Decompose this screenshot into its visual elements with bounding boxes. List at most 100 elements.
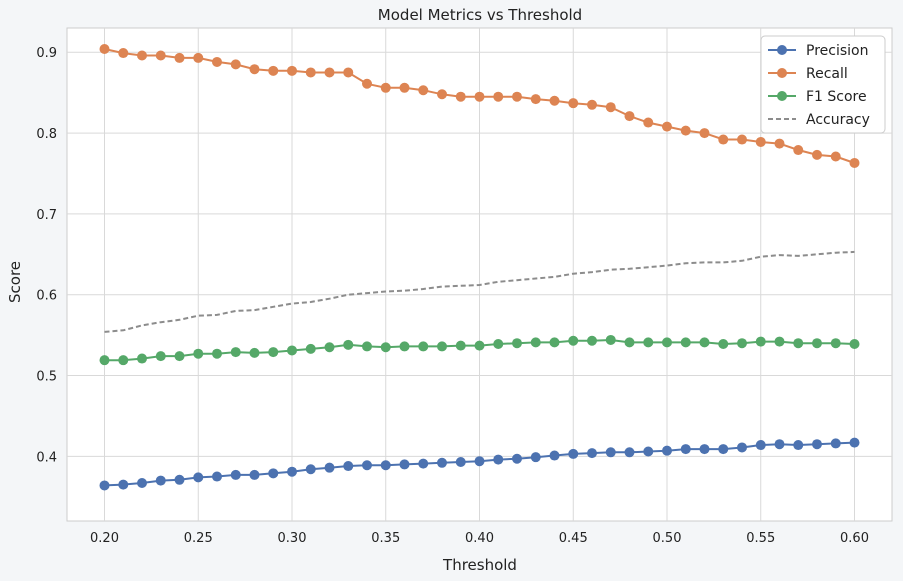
data-point-recall [849,157,860,168]
series-line-accuracy [104,250,855,333]
data-point-precision [268,468,279,479]
data-point-precision [605,447,616,458]
data-point-f1-score [174,351,185,362]
x-axis-label: Threshold [442,556,517,574]
data-point-precision [662,445,672,456]
data-point-f1-score [530,337,541,348]
data-point-precision [812,439,822,450]
data-point-precision [343,461,354,472]
data-point-recall [568,98,579,109]
data-point-recall [549,95,560,106]
data-point-f1-score [137,353,147,364]
y-axis-label: Score [6,261,24,303]
data-point-recall [455,91,466,102]
data-point-f1-score [624,337,635,348]
data-point-recall [99,44,110,55]
x-tick-label: 0.20 [90,531,119,546]
x-tick-label: 0.35 [371,531,400,546]
data-point-f1-score [737,338,747,349]
y-tick-label: 0.6 [36,289,57,304]
data-point-f1-score [268,347,279,358]
data-point-recall [755,136,766,147]
data-point-f1-score [755,336,766,347]
legend-label-precision: Precision [806,43,868,59]
data-point-precision [380,460,391,471]
data-point-f1-score [549,337,560,348]
data-point-precision [230,469,241,480]
series-precision [99,437,860,491]
data-point-f1-score [605,334,616,345]
data-point-precision [549,450,560,461]
data-point-precision [680,444,691,455]
data-point-f1-score [587,335,597,346]
data-point-f1-score [699,337,710,348]
data-point-recall [362,78,372,89]
data-point-recall [512,91,522,102]
data-point-recall [137,50,147,61]
data-point-recall [249,64,260,75]
data-point-recall [155,50,166,61]
data-point-precision [699,444,710,455]
data-point-f1-score [849,339,860,350]
data-point-recall [305,67,316,78]
data-point-recall [287,65,297,76]
data-point-recall [193,52,204,63]
data-point-f1-score [718,339,729,350]
y-tick-label: 0.7 [36,208,57,223]
data-point-precision [793,440,804,451]
data-point-precision [512,453,522,464]
data-point-precision [737,442,747,453]
data-point-precision [474,456,485,467]
data-point-precision [287,466,297,477]
data-point-f1-score [99,355,110,366]
data-point-precision [624,447,635,458]
data-point-f1-score [437,341,447,352]
data-point-f1-score [812,338,822,349]
data-point-f1-score [455,340,466,351]
series-accuracy [104,250,855,333]
data-point-precision [155,475,166,486]
data-point-f1-score [212,348,222,359]
data-point-precision [849,437,860,448]
data-point-f1-score [493,339,504,350]
y-tick-label: 0.9 [36,46,57,61]
data-point-recall [343,67,354,78]
data-point-recall [662,121,672,132]
data-point-f1-score [305,343,316,354]
data-point-precision [437,457,447,468]
data-point-f1-score [418,341,429,352]
data-point-recall [174,52,185,63]
series-layer [99,44,860,491]
data-point-f1-score [774,336,785,347]
data-point-f1-score [643,337,654,348]
data-point-f1-score [474,340,485,351]
data-point-f1-score [362,341,372,352]
data-point-precision [362,460,372,471]
data-point-precision [118,479,129,490]
x-tick-label: 0.50 [653,531,682,546]
data-point-recall [643,117,654,128]
data-point-precision [493,454,504,465]
data-point-recall [680,125,691,136]
data-point-recall [699,128,710,139]
data-point-f1-score [793,338,804,349]
data-point-recall [737,134,747,145]
data-point-recall [380,82,391,93]
legend-box [760,35,886,134]
data-point-precision [212,471,222,482]
chart-title: Model Metrics vs Threshold [378,6,582,24]
data-point-precision [249,469,260,480]
legend-marker-f1-score [777,91,787,101]
data-point-precision [305,464,316,475]
data-point-f1-score [568,335,579,346]
x-tick-label: 0.25 [184,531,213,546]
data-point-f1-score [118,355,129,366]
x-tick-label: 0.30 [278,531,307,546]
x-tick-label: 0.45 [559,531,588,546]
data-point-recall [605,102,616,113]
data-point-recall [474,91,485,102]
data-point-f1-score [512,338,522,349]
data-point-recall [812,149,822,160]
